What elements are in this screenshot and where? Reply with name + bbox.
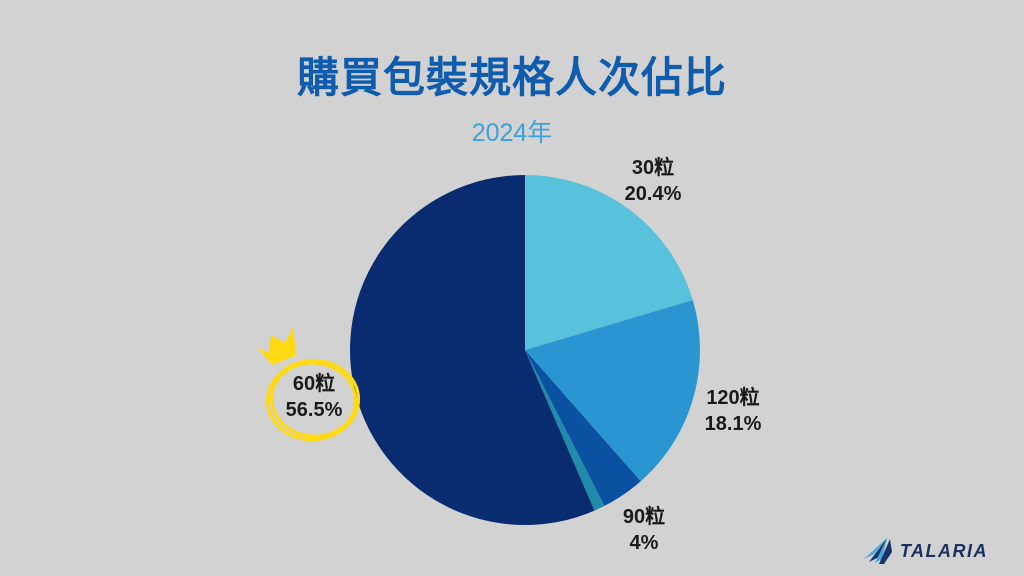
chart-title: 購買包裝規格人次佔比 (296, 54, 727, 101)
slice-name: 90粒 (622, 506, 666, 528)
pie-slice-unlabeled (525, 350, 605, 511)
slice-label-90: 90粒 4% (623, 504, 665, 556)
logo-text: TALARIA (899, 540, 988, 561)
hand-drawn-circle-inner-icon (270, 361, 357, 438)
slice-percentage: 4% (629, 532, 659, 554)
crown-icon (256, 327, 297, 365)
slice-name: 30粒 (631, 157, 675, 179)
pie-chart (350, 175, 700, 525)
slice-name: 60粒 (292, 373, 336, 395)
slice-percentage: 20.4% (624, 183, 682, 205)
hand-drawn-circle-outer-icon (265, 358, 361, 442)
chart-subtitle: 2024年 (471, 119, 553, 147)
highlight-annotation (256, 327, 361, 442)
pie-slice-60粒 (350, 175, 595, 525)
slice-percentage: 56.5% (285, 399, 343, 421)
slice-percentage: 18.1% (704, 413, 762, 435)
talaria-wing-icon (863, 538, 892, 564)
pie-slice-30粒 (525, 175, 693, 350)
slice-label-120: 120粒 18.1% (705, 385, 762, 437)
pie-slice-120粒 (525, 300, 700, 482)
slice-name: 120粒 (706, 387, 760, 409)
slice-label-60: 60粒 56.5% (286, 371, 343, 423)
slice-label-30: 30粒 20.4% (625, 155, 682, 207)
brand-logo: TALARIA (862, 538, 988, 564)
pie-slice-90粒 (525, 350, 641, 506)
